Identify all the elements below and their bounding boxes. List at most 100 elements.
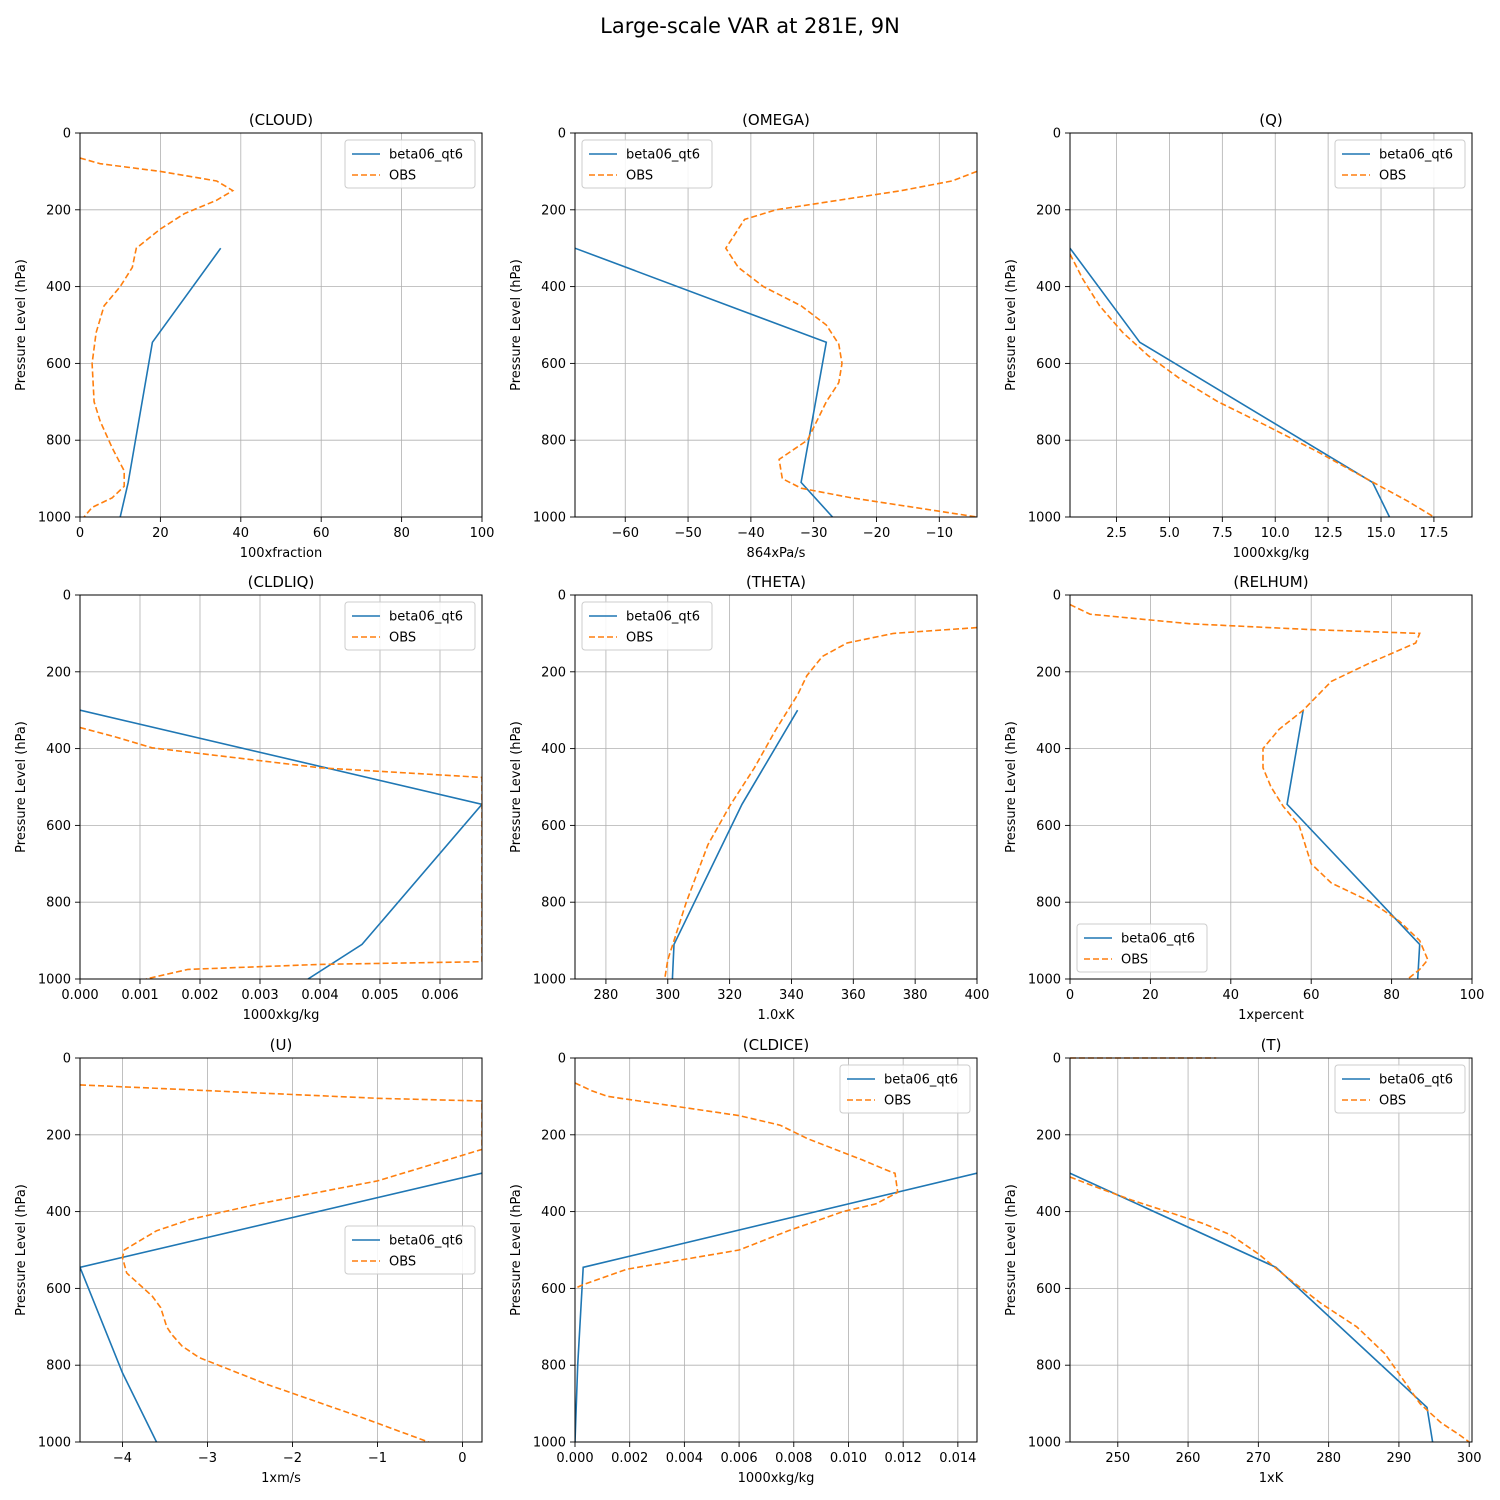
y-tick-label: 0 bbox=[558, 589, 566, 604]
x-tick-label: 0.003 bbox=[241, 988, 278, 1003]
x-tick-label: 300 bbox=[1457, 1451, 1482, 1466]
y-tick-label: 0 bbox=[558, 127, 566, 142]
x-tick-label: 0.004 bbox=[301, 988, 338, 1003]
figure-title: Large-scale VAR at 281E, 9N bbox=[600, 14, 900, 38]
y-tick-label: 400 bbox=[46, 1205, 71, 1220]
x-tick-label: 20 bbox=[1142, 988, 1159, 1003]
chart-title: (CLOUD) bbox=[249, 111, 313, 129]
y-tick-label: 0 bbox=[558, 1052, 566, 1067]
chart-title: (THETA) bbox=[746, 573, 806, 591]
legend-box bbox=[839, 1064, 971, 1114]
y-tick-label: 800 bbox=[46, 896, 71, 911]
x-tick-label: 300 bbox=[655, 988, 680, 1003]
y-tick-label: 400 bbox=[541, 1205, 566, 1220]
y-tick-label: 400 bbox=[541, 742, 566, 757]
legend-box bbox=[1076, 923, 1208, 973]
y-tick-label: 400 bbox=[46, 280, 71, 295]
y-tick-label: 0 bbox=[63, 1052, 71, 1067]
y-tick-label: 600 bbox=[46, 357, 71, 372]
y-tick-label: 600 bbox=[1036, 357, 1061, 372]
axes-frame bbox=[1069, 1057, 1473, 1443]
x-tick-label: 260 bbox=[1176, 1451, 1201, 1466]
legend-box bbox=[344, 1225, 476, 1275]
y-tick-label: 800 bbox=[1036, 1359, 1061, 1374]
x-tick-label: 270 bbox=[1246, 1451, 1271, 1466]
x-tick-label: 280 bbox=[594, 988, 619, 1003]
legend: beta06_qt6 OBS bbox=[1076, 923, 1208, 973]
x-tick-label: 0.008 bbox=[775, 1451, 812, 1466]
x-axis-label: 1000xkg/kg bbox=[738, 1471, 815, 1486]
chart-q: 2.5 5.0 7.5 10.0 12.5 15.0 17.5 0 200 400 600 800 10… bbox=[1004, 111, 1473, 561]
y-tick-label: 1000 bbox=[38, 511, 71, 526]
chart-u: −4 −3 −2 −1 0 0 200 400 600 800 1000 (U) 1xm/s Pressu… bbox=[14, 1036, 483, 1486]
chart-title: (OMEGA) bbox=[742, 111, 810, 129]
x-tick-label: 100 bbox=[470, 526, 495, 541]
y-axis-label: Pressure Level (hPa) bbox=[14, 1184, 29, 1316]
x-axis-label: 1000xkg/kg bbox=[1233, 546, 1310, 561]
y-tick-label: 200 bbox=[541, 665, 566, 680]
y-tick-label: 600 bbox=[541, 1282, 566, 1297]
series-obs-line bbox=[1070, 603, 1429, 979]
legend: beta06_qt6 OBS bbox=[839, 1064, 971, 1114]
x-axis-label: 1.0xK bbox=[758, 1008, 795, 1023]
x-tick-label: 280 bbox=[1316, 1451, 1341, 1466]
x-axis-label: 1xpercent bbox=[1238, 1008, 1304, 1023]
chart-title: (T) bbox=[1261, 1036, 1282, 1054]
legend-box bbox=[1334, 139, 1466, 189]
y-axis-label: Pressure Level (hPa) bbox=[1004, 1184, 1019, 1316]
y-tick-label: 600 bbox=[1036, 819, 1061, 834]
y-axis-label: Pressure Level (hPa) bbox=[14, 721, 29, 853]
x-tick-label: −10 bbox=[926, 526, 953, 541]
y-tick-label: 600 bbox=[46, 1282, 71, 1297]
chart-title: (Q) bbox=[1259, 111, 1283, 129]
chart-omega: −60 −50 −40 −30 −20 −10 0 200 400 600 800 1000 (OMEG… bbox=[509, 111, 978, 561]
y-axis-label: Pressure Level (hPa) bbox=[509, 721, 524, 853]
series-obs-line bbox=[724, 170, 977, 517]
y-tick-label: 400 bbox=[1036, 1205, 1061, 1220]
legend: beta06_qt6 OBS bbox=[344, 139, 476, 189]
y-tick-label: 200 bbox=[46, 203, 71, 218]
x-axis-label: 864xPa/s bbox=[747, 546, 806, 561]
x-tick-label: 400 bbox=[965, 988, 990, 1003]
legend-entry-label: beta06_qt6 bbox=[626, 148, 700, 163]
axes-frame bbox=[574, 594, 978, 980]
x-tick-label: 380 bbox=[903, 988, 928, 1003]
legend-entry-label: OBS bbox=[884, 1094, 911, 1109]
y-tick-label: 1000 bbox=[38, 973, 71, 988]
y-axis-label: Pressure Level (hPa) bbox=[1004, 721, 1019, 853]
axes-frame bbox=[1069, 594, 1473, 980]
x-tick-label: 20 bbox=[152, 526, 169, 541]
legend: beta06_qt6 OBS bbox=[344, 1225, 476, 1275]
legend-entry-label: beta06_qt6 bbox=[389, 1234, 463, 1249]
y-tick-label: 0 bbox=[63, 589, 71, 604]
x-tick-label: 290 bbox=[1386, 1451, 1411, 1466]
y-axis-label: Pressure Level (hPa) bbox=[509, 259, 524, 391]
legend-box bbox=[581, 139, 713, 189]
x-tick-label: 0 bbox=[1066, 988, 1074, 1003]
y-tick-label: 600 bbox=[1036, 1282, 1061, 1297]
x-axis-label: 1xK bbox=[1259, 1471, 1284, 1486]
legend-entry-label: beta06_qt6 bbox=[1379, 148, 1453, 163]
x-axis-label: 100xfraction bbox=[240, 546, 322, 561]
series-obs-line bbox=[1070, 253, 1435, 517]
x-tick-label: 250 bbox=[1105, 1451, 1130, 1466]
y-tick-label: 600 bbox=[541, 819, 566, 834]
legend-entry-label: beta06_qt6 bbox=[389, 148, 463, 163]
x-axis-label: 1000xkg/kg bbox=[243, 1008, 320, 1023]
y-tick-label: 400 bbox=[46, 742, 71, 757]
x-tick-label: 10.0 bbox=[1261, 526, 1290, 541]
y-tick-label: 200 bbox=[541, 1128, 566, 1143]
y-tick-label: 1000 bbox=[1028, 511, 1061, 526]
x-tick-label: 0.012 bbox=[885, 1451, 922, 1466]
chart-title: (CLDLIQ) bbox=[248, 573, 315, 591]
series-obs-line bbox=[663, 626, 977, 979]
x-tick-label: −3 bbox=[198, 1451, 217, 1466]
x-tick-label: 360 bbox=[841, 988, 866, 1003]
y-tick-label: 800 bbox=[46, 1359, 71, 1374]
series-model-line bbox=[80, 1172, 482, 1442]
y-tick-label: 1000 bbox=[38, 1436, 71, 1451]
chart-title: (RELHUM) bbox=[1233, 573, 1308, 591]
series-model-line bbox=[1070, 1172, 1434, 1442]
x-tick-label: 0 bbox=[76, 526, 84, 541]
y-tick-label: 600 bbox=[541, 357, 566, 372]
